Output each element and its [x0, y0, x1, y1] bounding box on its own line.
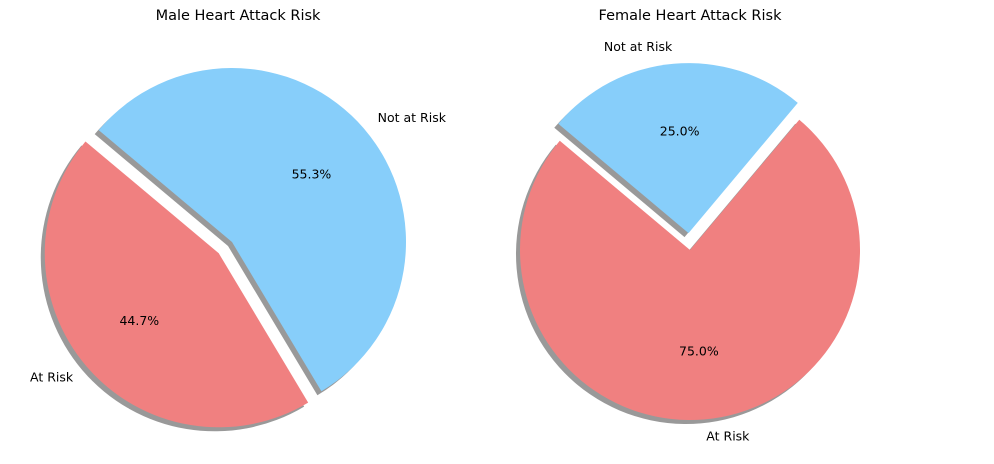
female-chart-title: Female Heart Attack Risk — [599, 8, 783, 24]
female-not-at-risk-percentage: 25.0% — [660, 123, 700, 138]
male-pie-chart: Male Heart Attack Risk At Risk 44.7% Not a… — [30, 8, 447, 432]
male-at-risk-slice — [44, 141, 309, 428]
male-at-risk-label: At Risk — [30, 369, 74, 384]
male-not-at-risk-slice — [98, 67, 407, 392]
female-at-risk-label: At Risk — [706, 428, 750, 443]
female-not-at-risk-label: Not at Risk — [604, 39, 673, 54]
female-at-risk-slice — [520, 119, 860, 421]
male-chart-title: Male Heart Attack Risk — [156, 8, 321, 24]
male-not-at-risk-percentage: 55.3% — [292, 166, 332, 181]
male-at-risk-percentage: 44.7% — [119, 313, 159, 328]
male-not-at-risk-label: Not at Risk — [378, 110, 447, 125]
female-not-at-risk-slice — [558, 63, 798, 234]
female-at-risk-percentage: 75.0% — [679, 344, 719, 359]
female-pie-chart: Female Heart Attack Risk At Risk 75.0% Not… — [515, 8, 860, 443]
